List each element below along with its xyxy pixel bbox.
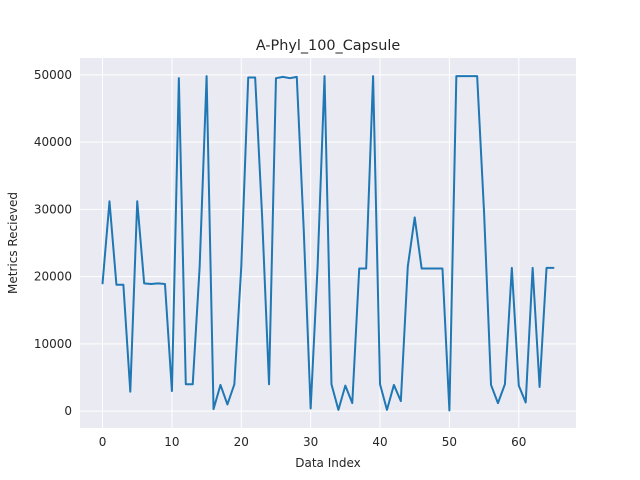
chart-title: A-Phyl_100_Capsule	[256, 38, 401, 54]
x-tick-label: 60	[511, 435, 526, 449]
y-tick-label: 10000	[34, 337, 72, 351]
x-tick-label: 0	[99, 435, 107, 449]
y-tick-label: 50000	[34, 68, 72, 82]
y-axis-ticks: 0 10000 20000 30000 40000 50000	[34, 68, 72, 418]
x-tick-label: 50	[442, 435, 457, 449]
series-layer	[101, 75, 555, 412]
y-tick-label: 40000	[34, 135, 72, 149]
x-tick-label: 10	[164, 435, 179, 449]
x-tick-label: 40	[372, 435, 387, 449]
y-tick-label: 0	[64, 404, 72, 418]
x-tick-label: 20	[234, 435, 249, 449]
y-axis-label: Metrics Recieved	[6, 192, 20, 294]
x-axis-label: Data Index	[295, 456, 361, 470]
y-tick-label: 20000	[34, 270, 72, 284]
x-axis-ticks: 0 10 20 30 40 50 60	[99, 435, 527, 449]
y-tick-label: 30000	[34, 202, 72, 216]
x-tick-label: 30	[303, 435, 318, 449]
series-line	[101, 75, 555, 412]
